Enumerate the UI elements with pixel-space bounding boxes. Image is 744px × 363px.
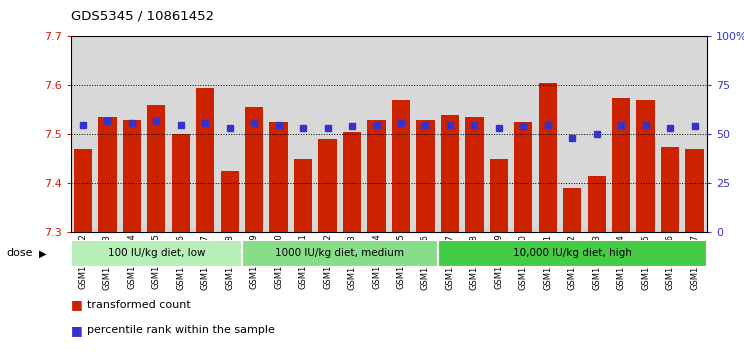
Bar xyxy=(291,36,315,232)
Bar xyxy=(462,36,487,232)
Bar xyxy=(682,36,707,232)
Bar xyxy=(242,36,266,232)
Bar xyxy=(437,36,462,232)
Bar xyxy=(269,122,288,232)
Bar xyxy=(511,36,536,232)
Bar xyxy=(291,36,315,232)
Bar xyxy=(144,36,169,232)
Bar xyxy=(193,36,217,232)
Bar xyxy=(123,120,141,232)
Bar xyxy=(514,122,533,232)
Bar xyxy=(612,98,630,232)
Bar xyxy=(245,107,263,232)
Bar xyxy=(416,120,434,232)
Bar xyxy=(658,36,682,232)
Bar xyxy=(294,159,312,232)
Bar xyxy=(661,147,679,232)
Bar xyxy=(220,171,239,232)
Bar xyxy=(242,240,437,267)
Bar xyxy=(560,36,585,232)
Text: dose: dose xyxy=(6,248,33,258)
Bar xyxy=(563,188,581,232)
Bar xyxy=(585,36,609,232)
Bar xyxy=(343,132,362,232)
Bar xyxy=(413,36,437,232)
Bar xyxy=(440,115,459,232)
Bar xyxy=(95,36,120,232)
Bar xyxy=(511,36,536,232)
Bar xyxy=(633,36,658,232)
Bar xyxy=(682,36,707,232)
Bar xyxy=(242,36,266,232)
Bar xyxy=(437,36,462,232)
Bar xyxy=(95,36,120,232)
Bar xyxy=(633,36,658,232)
Text: GDS5345 / 10861452: GDS5345 / 10861452 xyxy=(71,9,214,22)
Bar xyxy=(368,120,385,232)
Bar xyxy=(609,36,633,232)
Bar xyxy=(487,36,511,232)
Bar xyxy=(636,100,655,232)
Bar xyxy=(585,36,609,232)
Text: ▶: ▶ xyxy=(39,248,46,258)
Bar xyxy=(71,36,95,232)
Text: percentile rank within the sample: percentile rank within the sample xyxy=(87,325,275,335)
Bar xyxy=(266,36,291,232)
Bar xyxy=(609,36,633,232)
Bar xyxy=(365,36,389,232)
Bar xyxy=(144,36,169,232)
Bar xyxy=(169,36,193,232)
Bar xyxy=(539,83,557,232)
Bar xyxy=(340,36,365,232)
Bar xyxy=(74,149,92,232)
Bar xyxy=(266,36,291,232)
Bar xyxy=(685,149,704,232)
Bar xyxy=(388,36,413,232)
Bar xyxy=(658,36,682,232)
Text: ■: ■ xyxy=(71,324,83,337)
Bar xyxy=(490,159,508,232)
Bar xyxy=(71,240,242,267)
Bar xyxy=(98,117,117,232)
Bar xyxy=(217,36,242,232)
Bar xyxy=(169,36,193,232)
Bar xyxy=(437,240,707,267)
Bar xyxy=(560,36,585,232)
Text: ■: ■ xyxy=(71,298,83,311)
Bar xyxy=(588,176,606,232)
Bar xyxy=(315,36,340,232)
Bar xyxy=(71,36,95,232)
Text: 100 IU/kg diet, low: 100 IU/kg diet, low xyxy=(108,248,205,258)
Bar xyxy=(462,36,487,232)
Bar xyxy=(392,100,410,232)
Bar xyxy=(172,134,190,232)
Bar xyxy=(120,36,144,232)
Bar xyxy=(318,139,337,232)
Bar xyxy=(487,36,511,232)
Bar xyxy=(340,36,365,232)
Bar xyxy=(536,36,560,232)
Bar xyxy=(536,36,560,232)
Bar xyxy=(465,117,484,232)
Bar xyxy=(193,36,217,232)
Text: transformed count: transformed count xyxy=(87,300,190,310)
Bar xyxy=(196,88,214,232)
Text: 1000 IU/kg diet, medium: 1000 IU/kg diet, medium xyxy=(275,248,404,258)
Bar xyxy=(365,36,389,232)
Bar xyxy=(315,36,340,232)
Text: 10,000 IU/kg diet, high: 10,000 IU/kg diet, high xyxy=(513,248,632,258)
Bar xyxy=(388,36,413,232)
Bar xyxy=(147,105,165,232)
Bar xyxy=(413,36,437,232)
Bar xyxy=(217,36,242,232)
Bar xyxy=(120,36,144,232)
